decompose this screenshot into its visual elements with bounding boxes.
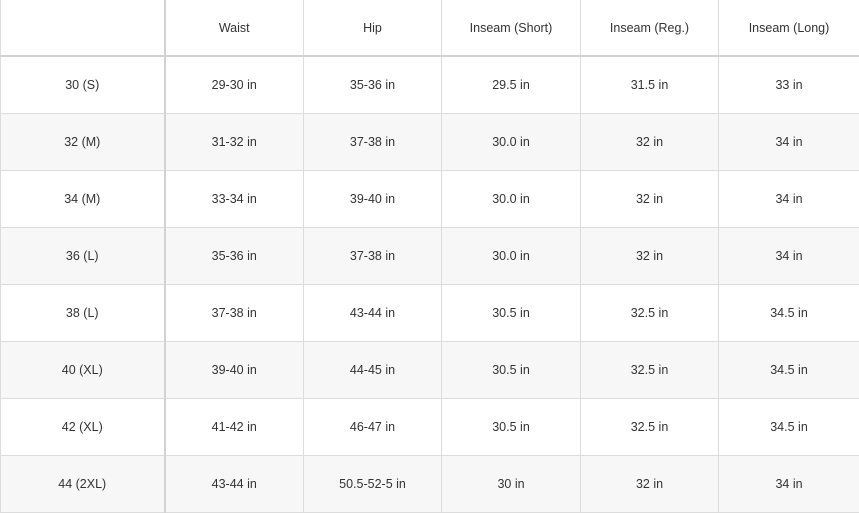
measurement-cell: 33-34 in (165, 171, 304, 228)
size-label-cell: 36 (L) (1, 228, 165, 285)
column-header: Inseam (Short) (442, 0, 581, 56)
measurement-cell: 37-38 in (165, 285, 304, 342)
measurement-cell: 30 in (442, 456, 581, 513)
measurement-cell: 30.5 in (442, 285, 581, 342)
measurement-cell: 37-38 in (304, 228, 442, 285)
size-label-cell: 34 (M) (1, 171, 165, 228)
measurement-cell: 32.5 in (581, 285, 719, 342)
measurement-cell: 37-38 in (304, 114, 442, 171)
measurement-cell: 34.5 in (719, 342, 859, 399)
measurement-cell: 39-40 in (304, 171, 442, 228)
measurement-cell: 46-47 in (304, 399, 442, 456)
measurement-cell: 30.5 in (442, 399, 581, 456)
size-label-cell: 32 (M) (1, 114, 165, 171)
measurement-cell: 32 in (581, 114, 719, 171)
size-label-cell: 40 (XL) (1, 342, 165, 399)
measurement-cell: 29.5 in (442, 56, 581, 114)
measurement-cell: 50.5-52-5 in (304, 456, 442, 513)
measurement-cell: 32 in (581, 171, 719, 228)
measurement-cell: 33 in (719, 56, 859, 114)
measurement-cell: 34 in (719, 456, 859, 513)
size-label-cell: 30 (S) (1, 56, 165, 114)
measurement-cell: 43-44 in (165, 456, 304, 513)
size-label-cell: 42 (XL) (1, 399, 165, 456)
measurement-cell: 31-32 in (165, 114, 304, 171)
measurement-cell: 32.5 in (581, 399, 719, 456)
measurement-cell: 35-36 in (304, 56, 442, 114)
measurement-cell: 34.5 in (719, 285, 859, 342)
column-header: Hip (304, 0, 442, 56)
measurement-cell: 34.5 in (719, 399, 859, 456)
measurement-cell: 34 in (719, 171, 859, 228)
column-header: Inseam (Reg.) (581, 0, 719, 56)
column-header: Waist (165, 0, 304, 56)
measurement-cell: 35-36 in (165, 228, 304, 285)
measurement-cell: 32 in (581, 456, 719, 513)
measurement-cell: 44-45 in (304, 342, 442, 399)
column-header: Inseam (Long) (719, 0, 859, 56)
corner-header-cell (1, 0, 165, 56)
measurement-cell: 31.5 in (581, 56, 719, 114)
measurement-cell: 32.5 in (581, 342, 719, 399)
measurement-cell: 34 in (719, 228, 859, 285)
measurement-cell: 30.0 in (442, 171, 581, 228)
measurement-cell: 29-30 in (165, 56, 304, 114)
measurement-cell: 30.0 in (442, 114, 581, 171)
size-label-cell: 44 (2XL) (1, 456, 165, 513)
size-label-cell: 38 (L) (1, 285, 165, 342)
measurement-cell: 32 in (581, 228, 719, 285)
measurement-cell: 30.5 in (442, 342, 581, 399)
measurement-cell: 41-42 in (165, 399, 304, 456)
measurement-cell: 39-40 in (165, 342, 304, 399)
measurement-cell: 34 in (719, 114, 859, 171)
measurement-cell: 30.0 in (442, 228, 581, 285)
measurement-cell: 43-44 in (304, 285, 442, 342)
